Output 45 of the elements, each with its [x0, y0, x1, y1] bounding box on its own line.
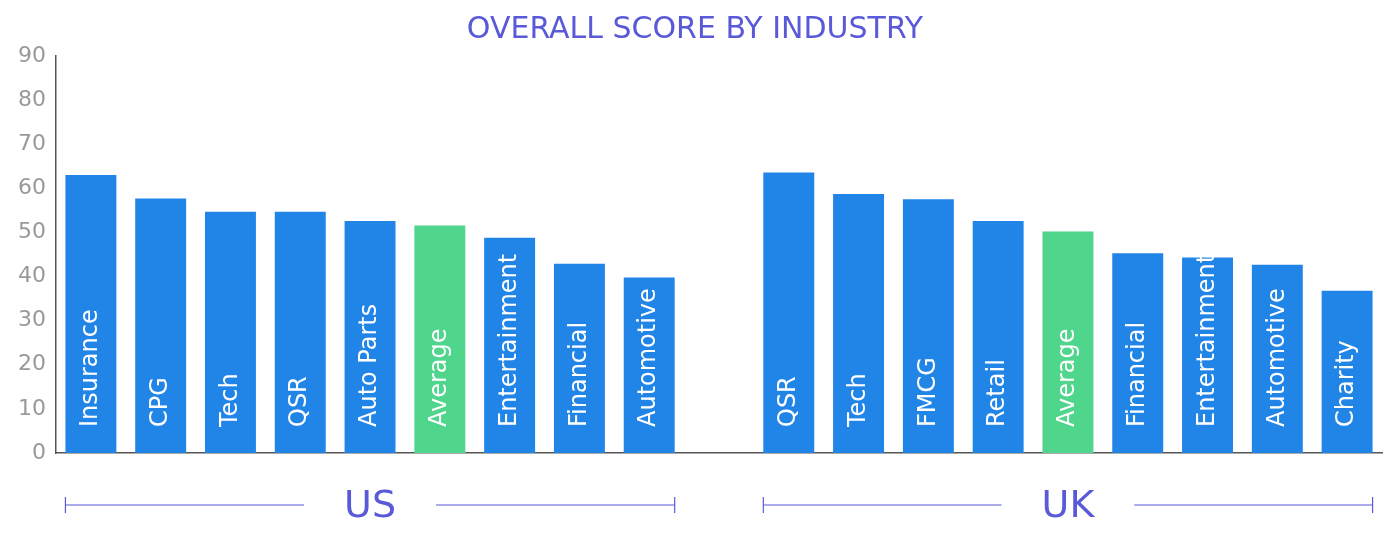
y-tick-label: 50: [17, 218, 46, 244]
x-tick-label: CPG: [144, 377, 173, 427]
x-tick-label: Average: [424, 328, 453, 427]
bar: [205, 211, 256, 453]
x-tick-label: Automotive: [633, 288, 662, 427]
y-tick-label: 20: [17, 350, 46, 376]
bar: [65, 175, 117, 453]
x-tick-label: Automotive: [1261, 288, 1290, 427]
y-tick-label: 90: [17, 41, 46, 67]
bar: [833, 194, 885, 453]
x-tick-label: Charity: [1331, 340, 1360, 427]
x-tick-label: Financial: [1121, 321, 1150, 427]
x-tick-label: QSR: [773, 376, 802, 427]
y-tick-label: 80: [17, 85, 46, 111]
y-tick-label: 10: [17, 394, 46, 420]
x-tick-label: Entertainment: [1191, 253, 1220, 427]
y-tick-label: 0: [31, 438, 46, 464]
bar: [1321, 290, 1373, 453]
x-tick-label: Auto Parts: [354, 303, 383, 427]
bar: [553, 263, 605, 453]
text: UK: [1041, 481, 1096, 526]
bar: [763, 172, 815, 453]
text: US: [344, 481, 397, 526]
bar: [972, 220, 1024, 453]
x-tick-label: Financial: [563, 321, 592, 427]
x-tick-label: Tech: [842, 373, 871, 428]
y-tick-label: 60: [17, 174, 46, 200]
x-tick-label: Entertainment: [493, 253, 522, 427]
bar: [1112, 253, 1164, 453]
chart-title: OVERALL SCORE BY INDUSTRY: [466, 9, 924, 45]
bar: [902, 199, 954, 453]
x-tick-label: Insurance: [75, 309, 104, 427]
bar: [344, 220, 396, 453]
x-tick-label: Average: [1052, 328, 1081, 427]
bar: [274, 211, 326, 453]
bar: [1042, 231, 1094, 453]
x-tick-label: FMCG: [912, 357, 941, 427]
y-tick-label: 70: [17, 129, 46, 155]
y-tick-label: 40: [17, 262, 46, 288]
bar: [135, 198, 187, 453]
x-tick-label: QSR: [284, 376, 313, 427]
x-tick-label: Tech: [214, 373, 243, 428]
y-tick-label: 30: [17, 306, 46, 332]
x-tick-label: Retail: [982, 359, 1011, 427]
bar: [414, 225, 466, 453]
